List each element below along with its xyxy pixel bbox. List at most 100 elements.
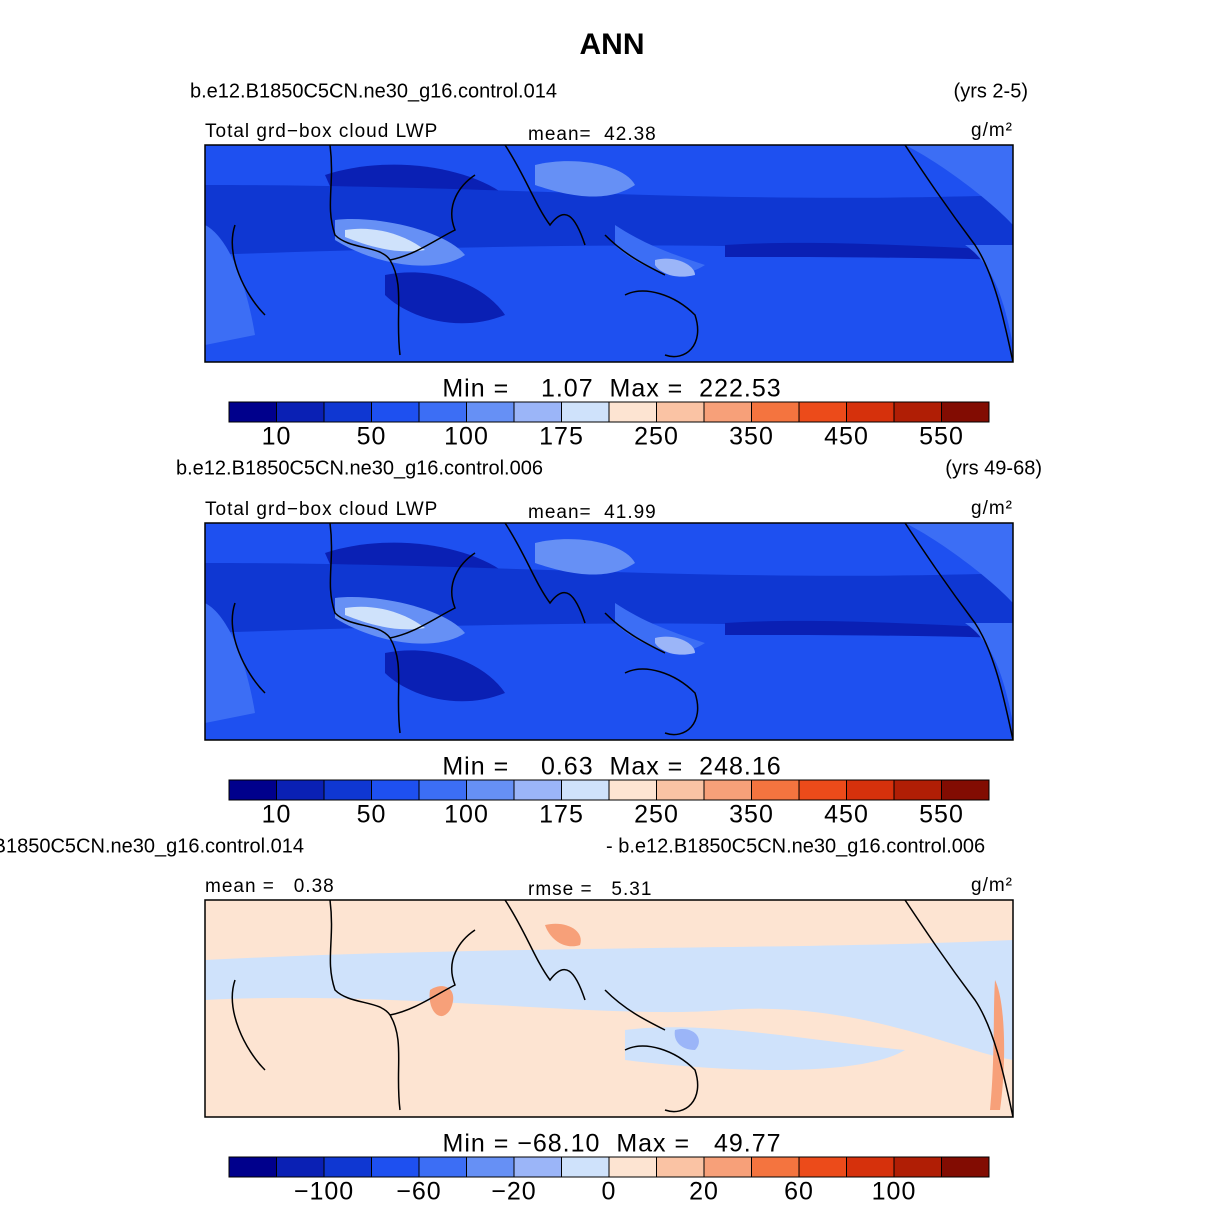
units: g/m² — [971, 875, 1013, 896]
case-name: b.e12.B1850C5CN.ne30_g16.control.006 — [176, 457, 543, 479]
coastline — [231, 145, 1013, 362]
colorbar-box — [228, 401, 277, 423]
colorbar-box — [466, 401, 515, 423]
field-region — [535, 161, 635, 197]
map-field — [205, 900, 1013, 1117]
colorbar-box — [703, 401, 752, 423]
colorbar-box — [893, 401, 942, 423]
map-field — [205, 523, 1013, 740]
map — [205, 145, 1013, 362]
min-max: Min = −68.10 Max = 49.77 — [443, 1130, 782, 1158]
field-region — [345, 606, 425, 630]
colorbar-label: 450 — [824, 801, 869, 829]
units: g/m² — [971, 120, 1013, 141]
min-max: Min = 0.63 Max = 248.16 — [442, 753, 781, 781]
colorbar-box — [941, 779, 990, 801]
colorbar-label: 0 — [602, 1178, 617, 1206]
colorbar-box — [561, 1156, 610, 1178]
colorbar-box — [513, 1156, 562, 1178]
coastline — [231, 523, 1013, 740]
figure-title: ANN — [580, 28, 645, 61]
colorbar-label: 100 — [444, 801, 489, 829]
field-region — [725, 620, 1005, 638]
field-region — [205, 225, 255, 345]
colorbar-label: 100 — [872, 1178, 917, 1206]
field-region — [535, 539, 635, 575]
case-years: - b.e12.B1850C5CN.ne30_g16.control.006 — [606, 835, 985, 857]
colorbar-label: 175 — [539, 423, 584, 451]
field-region — [429, 986, 454, 1017]
colorbar-box — [466, 779, 515, 801]
colorbar-box — [703, 1156, 752, 1178]
colorbar-box — [751, 1156, 800, 1178]
colorbar-label: 250 — [634, 423, 679, 451]
colorbar-box — [941, 1156, 990, 1178]
colorbar-box — [656, 1156, 705, 1178]
colorbar-box — [751, 401, 800, 423]
colorbar-label: −60 — [396, 1178, 441, 1206]
colorbar-label: 60 — [784, 1178, 814, 1206]
field-region — [674, 1029, 699, 1050]
colorbar-box — [418, 779, 467, 801]
center-label: rmse = 5.31 — [528, 879, 652, 900]
min-max: Min = 1.07 Max = 222.53 — [442, 375, 781, 403]
colorbar-label: −100 — [294, 1178, 354, 1206]
case-years: (yrs 49-68) — [945, 457, 1042, 479]
colorbar-box — [846, 1156, 895, 1178]
colorbar-box — [418, 1156, 467, 1178]
field-region — [655, 636, 695, 655]
center-label: mean= 41.99 — [528, 502, 657, 523]
field-region — [615, 603, 705, 652]
units: g/m² — [971, 498, 1013, 519]
colorbar-box — [751, 779, 800, 801]
colorbar-box — [276, 779, 325, 801]
field-region — [905, 145, 1013, 225]
left-label: Total grd−box cloud LWP — [205, 499, 438, 520]
map-frame — [204, 144, 1014, 363]
colorbar-box — [513, 401, 562, 423]
colorbar-box — [893, 779, 942, 801]
left-label: mean = 0.38 — [205, 876, 335, 897]
colorbar-label: 20 — [689, 1178, 719, 1206]
colorbar-label: 350 — [729, 423, 774, 451]
colorbar-box — [846, 401, 895, 423]
field-region — [205, 900, 1013, 960]
colorbar-box — [656, 401, 705, 423]
case-name: b.e12.B1850C5CN.ne30_g16.control.014 — [190, 80, 557, 102]
colorbar-box — [893, 1156, 942, 1178]
colorbar-label: 450 — [824, 423, 869, 451]
colorbar-box — [798, 401, 847, 423]
field-region — [385, 650, 505, 702]
colorbar-box — [418, 401, 467, 423]
coastline — [231, 900, 1013, 1117]
colorbar-label: 10 — [262, 423, 292, 451]
colorbar-box — [941, 401, 990, 423]
colorbar-box — [323, 1156, 372, 1178]
map-frame — [204, 522, 1014, 741]
colorbar-box — [798, 1156, 847, 1178]
colorbar-box — [323, 779, 372, 801]
colorbar-box — [323, 401, 372, 423]
colorbar-box — [276, 401, 325, 423]
colorbar-box — [371, 1156, 420, 1178]
field-region — [990, 980, 1005, 1110]
field-region — [965, 623, 1013, 723]
colorbar-box — [703, 779, 752, 801]
colorbar-label: 250 — [634, 801, 679, 829]
colorbar-label: −20 — [491, 1178, 536, 1206]
colorbar-label: 350 — [729, 801, 774, 829]
colorbar-label: 550 — [919, 801, 964, 829]
field-region — [345, 228, 425, 252]
map — [205, 523, 1013, 740]
field-region — [205, 997, 1013, 1117]
field-region — [725, 242, 1005, 260]
colorbar-box — [228, 1156, 277, 1178]
field-region — [385, 272, 505, 324]
colorbar-box — [466, 1156, 515, 1178]
map-field — [205, 145, 1013, 362]
colorbar-box — [276, 1156, 325, 1178]
map — [205, 900, 1013, 1117]
colorbar-label: 50 — [357, 423, 387, 451]
case-name: b.e12.B1850C5CN.ne30_g16.control.014 — [0, 835, 304, 857]
